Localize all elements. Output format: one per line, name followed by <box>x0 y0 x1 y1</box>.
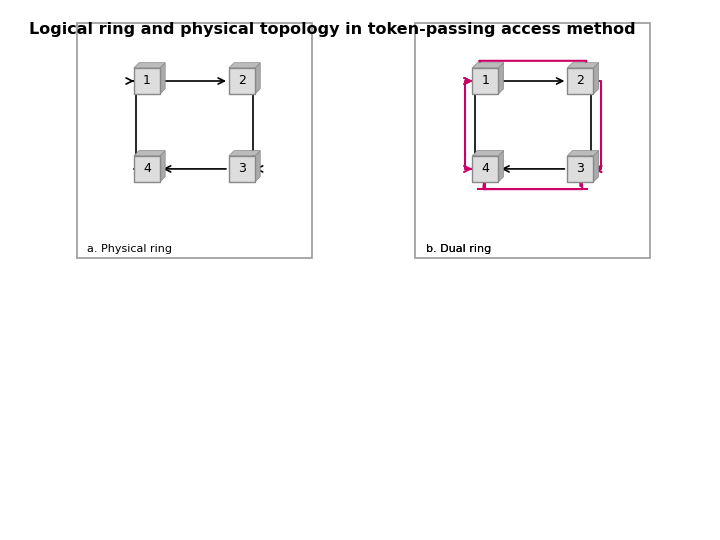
Text: 1: 1 <box>482 75 489 87</box>
Text: 3: 3 <box>577 163 584 176</box>
Polygon shape <box>134 63 165 68</box>
Polygon shape <box>134 151 165 156</box>
Text: 4: 4 <box>143 163 150 176</box>
Text: 1: 1 <box>143 75 150 87</box>
Polygon shape <box>498 63 503 94</box>
Polygon shape <box>593 63 598 94</box>
Text: b. Dual ring: b. Dual ring <box>426 244 491 254</box>
Text: 2: 2 <box>577 75 584 87</box>
Text: a. Physical ring: a. Physical ring <box>88 244 173 254</box>
Polygon shape <box>255 63 260 94</box>
Polygon shape <box>160 151 165 182</box>
Text: 4: 4 <box>482 163 489 176</box>
Polygon shape <box>567 63 598 68</box>
Bar <box>134 68 160 94</box>
Bar <box>567 68 593 94</box>
Bar <box>229 68 255 94</box>
Bar <box>472 156 498 182</box>
Polygon shape <box>255 151 260 182</box>
Polygon shape <box>160 63 165 94</box>
Bar <box>229 156 255 182</box>
Polygon shape <box>593 151 598 182</box>
Polygon shape <box>567 151 598 156</box>
Polygon shape <box>472 151 503 156</box>
Bar <box>472 68 498 94</box>
Polygon shape <box>498 151 503 182</box>
Bar <box>567 156 593 182</box>
Polygon shape <box>472 63 503 68</box>
Bar <box>134 156 160 182</box>
Text: 2: 2 <box>238 75 246 87</box>
Text: 3: 3 <box>238 163 246 176</box>
Polygon shape <box>229 63 260 68</box>
Text: Logical ring and physical topology in token-passing access method: Logical ring and physical topology in to… <box>29 22 636 37</box>
Text: b. Dual ring: b. Dual ring <box>426 244 491 254</box>
Polygon shape <box>229 151 260 156</box>
